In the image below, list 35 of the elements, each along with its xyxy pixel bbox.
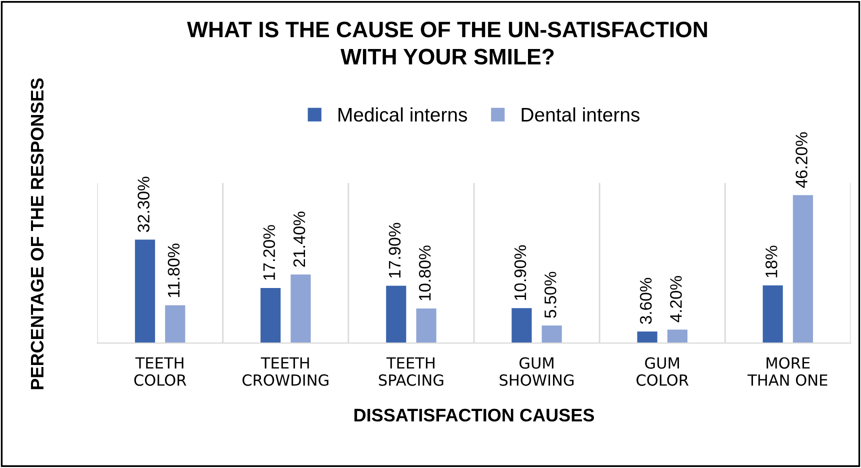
data-label: 11.80% [168,244,180,298]
data-label: 4.20% [670,276,682,322]
bar [762,285,783,344]
bar [637,332,658,344]
x-tick-label: GUM SHOWING [500,357,574,386]
x-tick-label: TEETH SPACING [378,357,444,386]
chart-title: WHAT IS THE CAUSE OF THE UN-SATISFACTION WITH YOUR SMILE? [187,22,707,65]
bar [165,305,186,344]
data-label: 10.90% [514,245,526,300]
y-axis-title: PERCENTAGE OF THE RESPONSES [30,78,44,390]
x-tick-label: MORE THAN ONE [748,357,828,386]
bar [667,330,688,344]
x-axis-title: DISSATISFACTION CAUSES [354,408,594,422]
data-label: 3.60% [640,278,652,324]
bar [386,286,406,344]
bar [512,308,532,344]
data-label: 46.20% [796,132,808,188]
legend-label: Medical interns [338,107,468,122]
bar [542,325,562,344]
data-label: 21.40% [293,212,306,267]
bar [792,195,813,344]
data-label: 17.20% [263,225,276,280]
data-label: 10.80% [418,246,431,300]
legend-label: Dental interns [522,107,640,122]
bar [290,274,311,344]
data-label: 18% [765,246,778,278]
bar [260,288,281,344]
x-tick-label: TEETH COLOR [134,357,186,386]
x-tick-label: TEETH CROWDING [242,357,328,386]
data-label: 17.90% [388,222,401,278]
x-tick-label: GUM COLOR [636,357,689,386]
data-label: 32.30% [138,176,150,232]
data-label: 5.50% [544,272,556,318]
bar [134,240,156,344]
bar [416,308,436,344]
